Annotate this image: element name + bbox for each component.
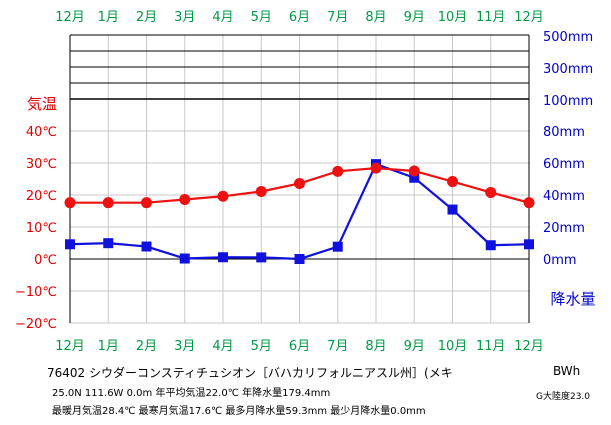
precip-tick-label: 0mm	[543, 253, 577, 268]
climate-class: BWh	[553, 364, 581, 378]
month-label: 3月	[174, 339, 195, 354]
chart-grid	[69, 34, 530, 324]
temperature-point	[294, 177, 305, 189]
temperature-point	[217, 190, 229, 202]
precipitation-point	[524, 239, 534, 250]
month-label: 2月	[136, 10, 157, 25]
precipitation-point	[332, 241, 343, 252]
temperature-point	[179, 193, 191, 205]
temp-tick-label: 0℃	[34, 253, 57, 268]
month-label: 8月	[365, 339, 386, 354]
month-label: 12月	[514, 10, 544, 25]
temperature-point	[370, 162, 382, 174]
precipitation-point	[485, 240, 496, 251]
continentality-index: G大陸度23.0	[536, 392, 591, 402]
temperature-series	[64, 162, 535, 209]
station-summary: 25.0N 111.6W 0.0m 年平均気温22.0℃ 年降水量179.4mm	[52, 388, 331, 399]
temp-tick-label: −20℃	[15, 317, 57, 332]
month-label: 11月	[476, 10, 506, 25]
month-label: 7月	[327, 10, 348, 25]
precip-tick-label-upper: 300mm	[543, 62, 593, 77]
precipitation-point	[141, 241, 152, 252]
left-axis-ticks: 40℃ 30℃ 20℃ 10℃ 0℃ −10℃ −20℃	[15, 125, 57, 332]
month-labels-top: 12月 1月 2月 3月 4月 5月 6月 7月 8月 9月 10月 11月 12月	[55, 10, 544, 25]
precipitation-point	[409, 172, 420, 183]
month-label: 4月	[212, 339, 233, 354]
precipitation-point	[294, 254, 305, 264]
month-label: 12月	[55, 10, 85, 25]
month-label: 3月	[174, 10, 195, 25]
temperature-point	[485, 186, 497, 198]
month-labels-bottom: 12月 1月 2月 3月 4月 5月 6月 7月 8月 9月 10月 11月 12月	[55, 339, 544, 354]
precip-tick-label: 60mm	[543, 157, 585, 172]
month-label: 6月	[289, 10, 310, 25]
month-label: 5月	[251, 339, 272, 354]
temp-tick-label: 10℃	[26, 221, 57, 236]
precip-tick-label: 80mm	[543, 125, 585, 140]
temp-tick-label: 30℃	[26, 157, 57, 172]
precipitation-point	[103, 238, 114, 249]
month-label: 8月	[365, 10, 386, 25]
precip-tick-label: 40mm	[543, 189, 585, 204]
month-label: 5月	[251, 10, 272, 25]
month-label: 1月	[98, 10, 119, 25]
temperature-point	[523, 197, 535, 209]
station-extremes: 最暖月気温28.4℃ 最寒月気温17.6℃ 最多月降水量59.3mm 最少月降水…	[52, 406, 426, 417]
temperature-point	[64, 197, 76, 209]
precipitation-point	[65, 239, 75, 250]
month-label: 10月	[438, 10, 468, 25]
month-label: 11月	[476, 339, 506, 354]
left-axis-title: 気温	[27, 95, 57, 113]
temperature-point	[408, 165, 420, 177]
month-label: 9月	[404, 339, 425, 354]
temperature-point	[447, 176, 458, 188]
precipitation-point	[218, 252, 228, 263]
temp-tick-label: −10℃	[15, 285, 57, 300]
temperature-point	[332, 165, 344, 177]
month-label: 12月	[514, 339, 544, 354]
month-label: 1月	[98, 339, 119, 354]
right-axis-ticks: 80mm 60mm 40mm 20mm 0mm 500mm 300mm 100mm	[543, 30, 593, 268]
precipitation-point	[256, 252, 267, 263]
precip-tick-label-upper: 500mm	[543, 30, 593, 45]
month-label: 12月	[55, 339, 85, 354]
temperature-point	[102, 197, 114, 209]
precipitation-point	[447, 204, 458, 215]
month-label: 4月	[212, 10, 233, 25]
precipitation-series	[65, 159, 534, 264]
temperature-point	[255, 185, 267, 197]
temp-tick-label: 20℃	[26, 189, 57, 204]
temp-tick-label: 40℃	[26, 125, 57, 140]
month-label: 2月	[136, 339, 157, 354]
precipitation-point	[179, 253, 190, 264]
temperature-point	[141, 197, 152, 209]
precip-tick-label-upper: 100mm	[543, 94, 593, 109]
station-title: 76402 シウダーコンスティチュシオン［バハカリフォルニアスル州］(メキ	[47, 366, 453, 380]
month-label: 6月	[289, 339, 310, 354]
climate-chart: 12月 1月 2月 3月 4月 5月 6月 7月 8月 9月 10月 11月 12月 12月 1月 2月 3月…	[15, 10, 596, 354]
month-label: 7月	[327, 339, 348, 354]
right-axis-title: 降水量	[550, 290, 595, 308]
month-label: 9月	[404, 10, 425, 25]
month-label: 10月	[438, 339, 468, 354]
precip-tick-label: 20mm	[543, 221, 585, 236]
